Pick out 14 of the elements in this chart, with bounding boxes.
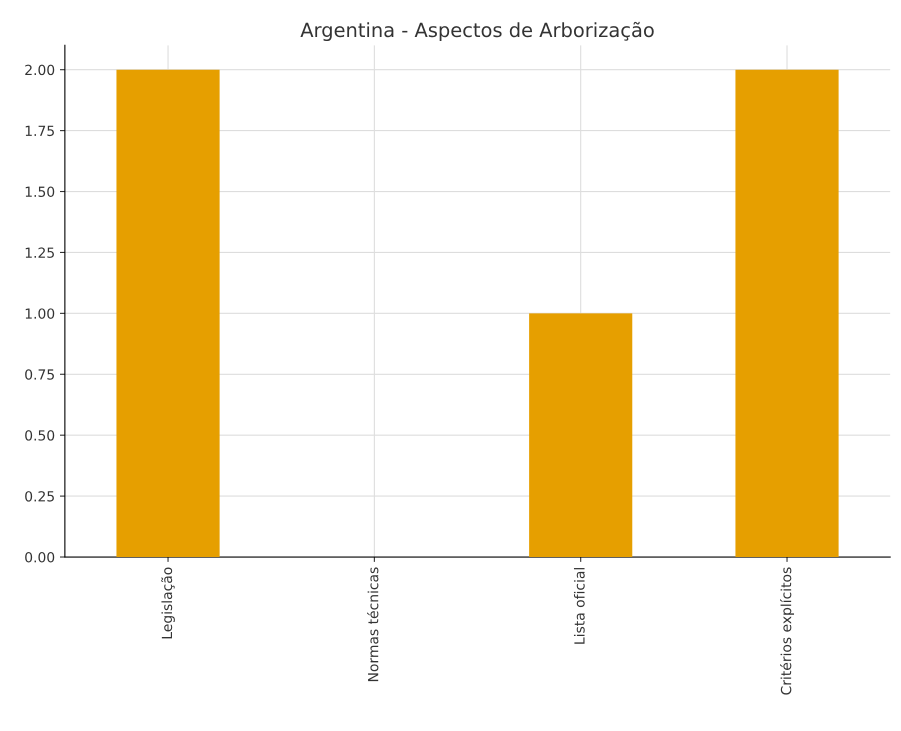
y-tick-label: 2.00 (25, 64, 54, 76)
x-tick-label: Critérios explícitos (780, 567, 794, 695)
y-tick-label: 1.75 (26, 126, 54, 136)
y-tick-label: 1.25 (26, 247, 54, 258)
y-tick-label: 0.00 (25, 552, 54, 562)
x-tick-label: Lista oficial (574, 568, 585, 644)
chart-title: Argentina - Aspectos de Arborização (300, 22, 654, 42)
y-tick-label: 0.75 (25, 369, 54, 380)
x-tick-label: Legislação (161, 568, 175, 638)
y-tick-label: 0.25 (25, 491, 54, 502)
y-tick-label: 1.50 (26, 186, 54, 197)
x-tick-label: Normas técnicas (367, 567, 378, 682)
y-tick-label: 1.00 (26, 308, 54, 319)
y-tick-label: 0.50 (25, 430, 54, 441)
